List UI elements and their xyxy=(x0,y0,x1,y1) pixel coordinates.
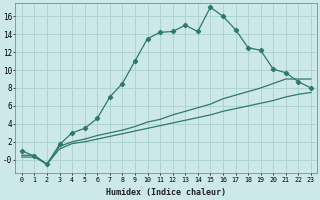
X-axis label: Humidex (Indice chaleur): Humidex (Indice chaleur) xyxy=(106,188,226,197)
